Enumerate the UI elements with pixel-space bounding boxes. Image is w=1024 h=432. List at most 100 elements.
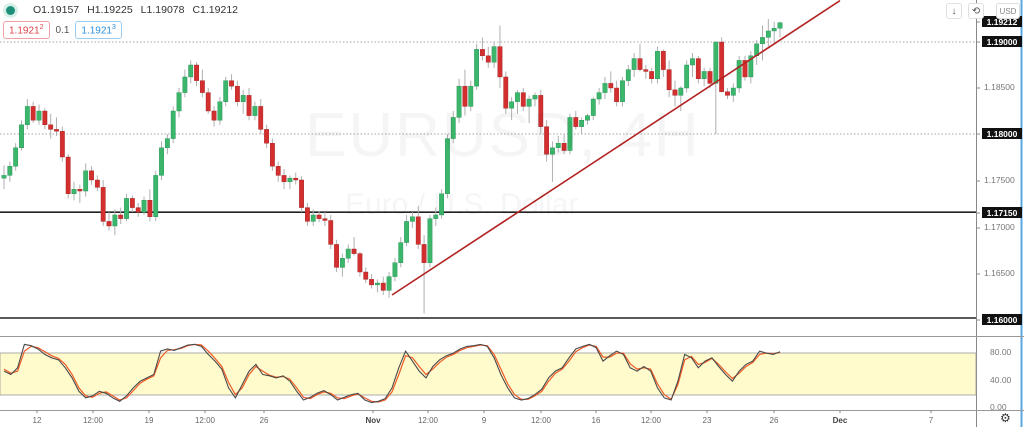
bearish-candle (94, 179, 100, 188)
time-label: 19 (144, 416, 154, 425)
oscillator-label: 0.00 (990, 402, 1007, 412)
stochastic-band (0, 352, 977, 396)
time-label: 16 (591, 416, 601, 425)
bullish-candle (427, 218, 433, 263)
bearish-candle (649, 71, 655, 80)
bearish-candle (234, 85, 240, 103)
bullish-candle (526, 98, 532, 107)
bearish-candle (316, 214, 322, 219)
bullish-candle (701, 71, 707, 80)
bearish-candle (269, 142, 275, 167)
bullish-candle (515, 92, 520, 102)
sell-price-button[interactable]: 1.19212 (3, 21, 50, 40)
bullish-candle (474, 49, 480, 87)
bearish-candle (637, 58, 643, 70)
time-label: 9 (481, 416, 487, 425)
bearish-candle (246, 95, 252, 116)
bearish-candle (275, 165, 281, 176)
bullish-candle (690, 58, 695, 66)
bearish-candle (65, 156, 71, 194)
bullish-candle (252, 106, 258, 116)
time-label: 12:00 (417, 416, 439, 425)
price-label: 1.16500 (984, 268, 1015, 278)
time-label: 12 (32, 416, 42, 425)
bearish-candle (485, 55, 491, 63)
stochastic-k-line (3, 343, 781, 404)
bearish-candle (258, 106, 264, 130)
bearish-candle (59, 131, 65, 158)
bearish-candle (538, 95, 544, 127)
high-value: H1.19225 (87, 4, 133, 16)
arrow-down-icon[interactable]: ↓ (946, 3, 962, 19)
bullish-candle (36, 110, 42, 121)
bearish-candle (415, 216, 421, 245)
ask-main: 1.1921 (81, 25, 112, 37)
bearish-candle (421, 244, 427, 263)
bullish-candle (777, 22, 783, 29)
bullish-candle (124, 198, 129, 219)
bearish-candle (118, 214, 124, 219)
oscillator-label: 40.00 (990, 375, 1012, 385)
stochastic-d-line (3, 343, 781, 403)
symbol-watermark: EURUSD, 4H (305, 100, 701, 171)
bullish-candle (765, 30, 771, 38)
bearish-candle (77, 188, 83, 192)
buy-price-button[interactable]: 1.19213 (75, 21, 122, 40)
bullish-candle (550, 147, 555, 155)
time-label: 26 (259, 416, 269, 425)
bullish-candle (631, 58, 637, 70)
bullish-candle (182, 76, 188, 93)
bullish-candle (555, 142, 561, 148)
refresh-icon[interactable]: ⟲ (968, 3, 984, 19)
bearish-candle (205, 92, 211, 112)
bearish-candle (544, 126, 550, 155)
bullish-candle (164, 138, 170, 149)
bullish-candle (678, 87, 684, 96)
bullish-candle (24, 106, 30, 126)
bullish-candle (310, 214, 316, 222)
gear-icon[interactable]: ⚙ (1000, 411, 1011, 425)
bullish-candle (153, 175, 159, 217)
bullish-candle (433, 214, 439, 219)
bullish-candle (159, 147, 164, 176)
bearish-candle (30, 106, 36, 121)
bullish-candle (602, 83, 608, 93)
description-watermark: Euro / U.S. Dollar (345, 188, 578, 222)
bullish-candle (771, 28, 777, 32)
time-label: 12:00 (640, 416, 662, 425)
time-label: 12:00 (194, 416, 216, 425)
currency-button[interactable]: USD (996, 3, 1020, 19)
time-label: 26 (769, 416, 779, 425)
bearish-candle (100, 187, 106, 222)
time-label: 7 (928, 416, 934, 425)
bullish-candle (392, 262, 398, 277)
bullish-candle (456, 85, 462, 118)
low-value: L1.19078 (140, 4, 185, 16)
bullish-candle (736, 60, 742, 89)
bullish-candle (590, 98, 596, 116)
bearish-candle (281, 175, 287, 183)
bearish-candle (351, 248, 357, 254)
time-label: 23 (702, 416, 712, 425)
price-level-tag: 1.17150 (982, 207, 1022, 218)
price-label: 1.17500 (984, 175, 1015, 185)
bearish-candle (42, 110, 48, 126)
bearish-candle (229, 80, 234, 87)
open-value: O1.19157 (33, 4, 80, 16)
bearish-candle (643, 69, 649, 72)
bearish-candle (573, 117, 579, 127)
bullish-candle (585, 115, 590, 121)
bearish-candle (520, 92, 526, 107)
bullish-candle (404, 221, 409, 243)
time-label: 12:00 (82, 416, 104, 425)
ohlc-legend: O1.19157 H1.19225 L1.19078 C1.19212 (6, 4, 242, 16)
chart-toolbar: ↓ ⟲ (946, 3, 984, 19)
bearish-candle (299, 179, 304, 208)
bearish-candle (666, 69, 672, 91)
bearish-candle (497, 46, 503, 78)
bearish-candle (480, 49, 485, 57)
bullish-candle (71, 188, 77, 194)
bullish-candle (345, 248, 351, 259)
